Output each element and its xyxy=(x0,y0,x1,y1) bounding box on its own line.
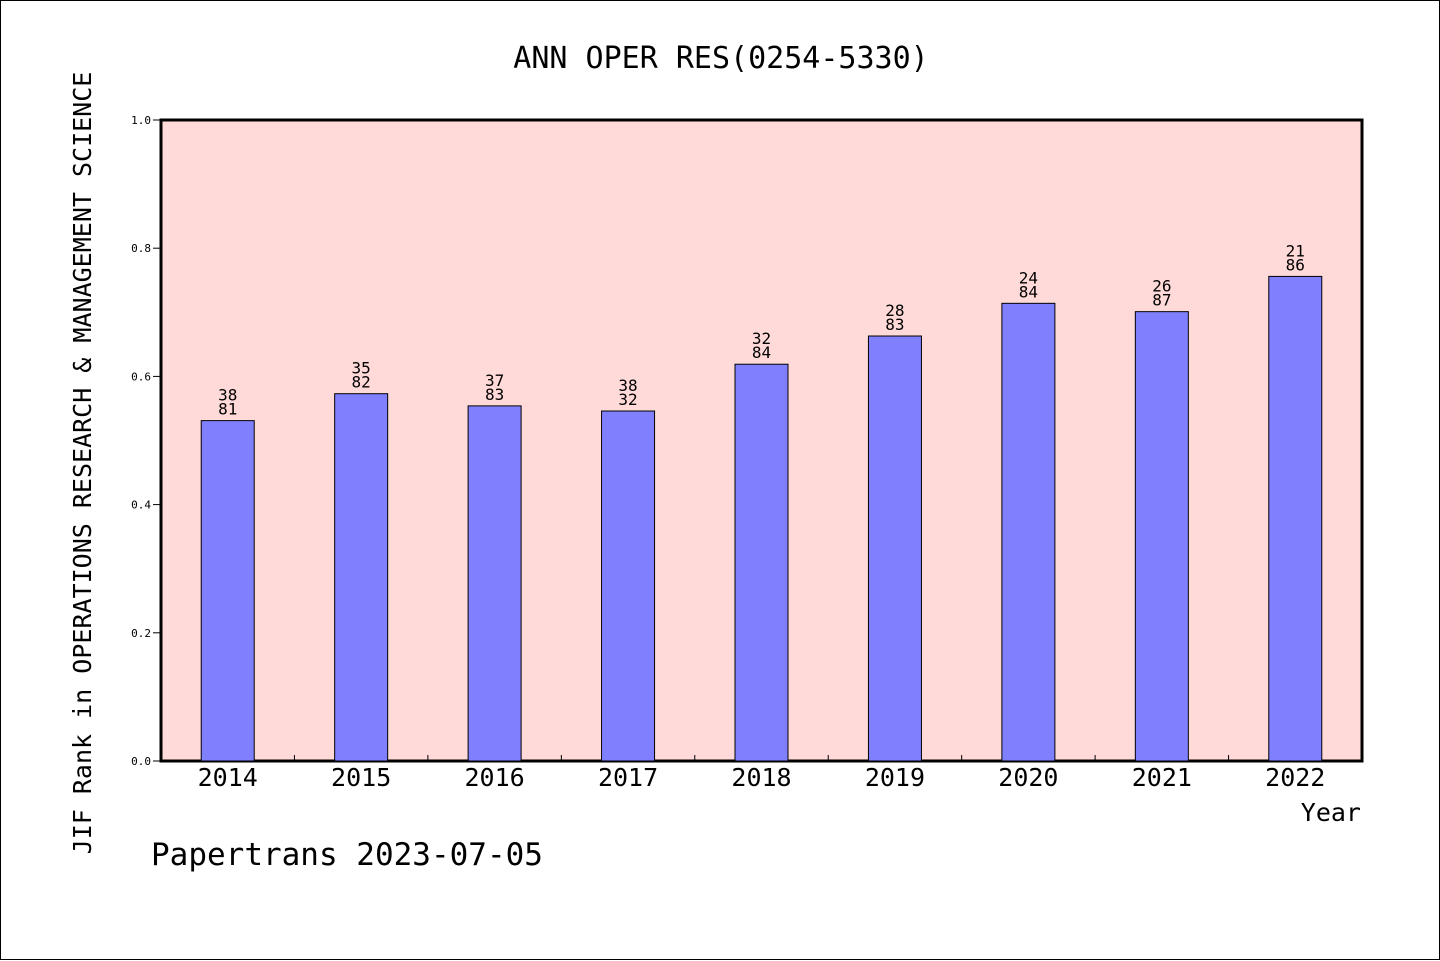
bar-2018 xyxy=(734,363,789,762)
x-tick-label: 2019 xyxy=(865,763,925,792)
chart-title: ANN OPER RES(0254-5330) xyxy=(513,41,928,76)
bar-2022 xyxy=(1268,275,1323,762)
y-tick-label: 1.0 xyxy=(131,114,151,127)
x-tick-label: 2021 xyxy=(1132,763,1192,792)
bar-label-rank: 28 xyxy=(885,301,904,320)
bar-2016 xyxy=(467,405,522,762)
bar-label-total: 81 xyxy=(218,400,237,419)
x-tick-label: 2015 xyxy=(331,763,391,792)
y-ticks: 0.0 0.2 0.4 0.6 0.8 1.0 xyxy=(131,114,161,768)
bar-label-rank: 32 xyxy=(752,329,771,348)
x-ticks xyxy=(293,755,1230,761)
bar-label-rank: 38 xyxy=(218,386,237,405)
bar-2014 xyxy=(200,420,255,762)
bar-label-rank: 38 xyxy=(618,376,637,395)
x-tick-label: 2014 xyxy=(198,763,258,792)
y-tick-label: 0.8 xyxy=(131,242,151,255)
x-tick-label: 2018 xyxy=(731,763,791,792)
y-tick-label: 0.6 xyxy=(131,370,151,383)
bar-label-total: 84 xyxy=(752,343,771,362)
x-tick-label: 2016 xyxy=(465,763,525,792)
x-tick-label: 2022 xyxy=(1265,763,1325,792)
x-tick-label: 2017 xyxy=(598,763,658,792)
footer-text: Papertrans 2023-07-05 xyxy=(151,837,543,873)
y-tick-label: 0.0 xyxy=(131,755,151,768)
bar-label-total: 83 xyxy=(485,385,504,404)
x-axis-label: Year xyxy=(1301,798,1361,827)
bar-2019 xyxy=(867,335,922,762)
y-tick-label: 0.4 xyxy=(131,499,151,512)
y-axis-label: JIF Rank in OPERATIONS RESEARCH & MANAGE… xyxy=(68,72,97,855)
bar-label-rank: 21 xyxy=(1286,241,1305,260)
bar-label-total: 83 xyxy=(885,315,904,334)
bars xyxy=(200,275,1323,762)
x-tick-label: 2020 xyxy=(998,763,1058,792)
bar-label-total: 86 xyxy=(1286,255,1305,274)
x-tick-labels: 2014 2015 2016 2017 2018 2019 2020 2021 2022 xyxy=(198,763,1326,792)
bar-label-total: 82 xyxy=(352,373,371,392)
bar-2020 xyxy=(1001,302,1056,762)
bar-label-rank: 37 xyxy=(485,371,504,390)
y-tick-label: 0.2 xyxy=(131,627,151,640)
bar-label-rank: 26 xyxy=(1152,277,1171,296)
bar-label-total: 32 xyxy=(618,390,637,409)
bar-label-rank: 35 xyxy=(352,359,371,378)
bar-2015 xyxy=(334,393,389,762)
bar-label-total: 84 xyxy=(1019,282,1038,301)
bar-2017 xyxy=(601,410,656,762)
bar-2021 xyxy=(1134,311,1189,762)
bar-label-rank: 24 xyxy=(1019,268,1038,287)
bar-label-total: 87 xyxy=(1152,291,1171,310)
